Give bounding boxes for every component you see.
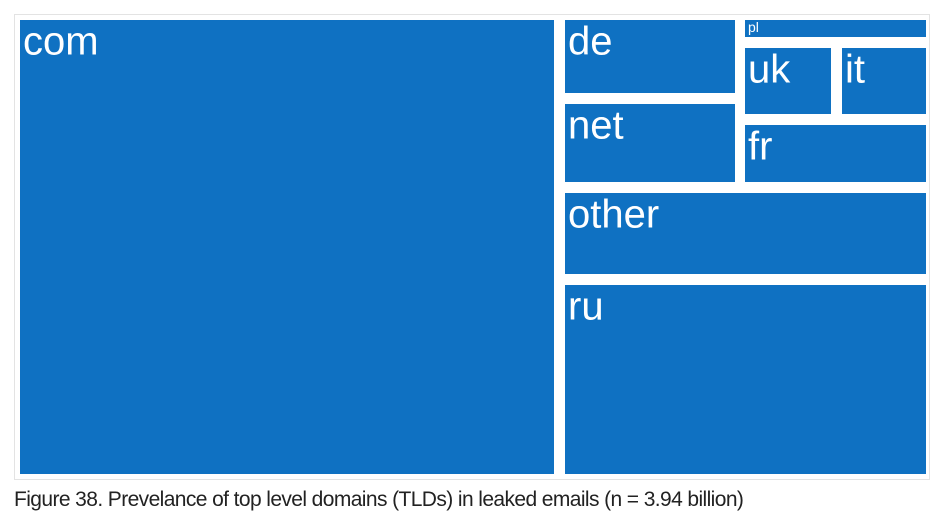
tile-fr <box>745 125 926 182</box>
tile-label-de: de <box>568 19 613 63</box>
tile-label-it: it <box>845 47 865 91</box>
tile-ru <box>565 285 926 474</box>
treemap-svg: com de net pl uk it fr other ru <box>20 19 926 474</box>
tile-uk <box>745 48 831 114</box>
tile-other <box>565 193 926 274</box>
tile-label-uk: uk <box>748 47 791 91</box>
tile-label-pl: pl <box>748 19 759 35</box>
tile-net <box>565 104 735 182</box>
tile-label-net: net <box>568 103 624 147</box>
tile-label-com: com <box>23 19 99 63</box>
tile-label-ru: ru <box>568 284 604 328</box>
tile-de <box>565 20 735 93</box>
tile-it <box>842 48 926 114</box>
tile-com <box>20 20 554 474</box>
tile-label-other: other <box>568 192 659 236</box>
tile-label-fr: fr <box>748 124 772 168</box>
tile-pl <box>745 20 926 37</box>
figure-caption: Figure 38. Prevelance of top level domai… <box>14 488 744 511</box>
treemap-chart: com de net pl uk it fr other ru <box>14 14 930 480</box>
